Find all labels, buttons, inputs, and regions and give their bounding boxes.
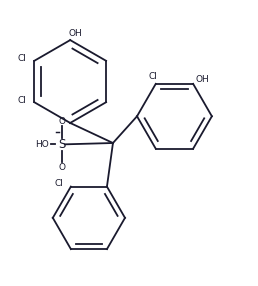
Text: Cl: Cl: [18, 96, 27, 105]
Text: OH: OH: [69, 29, 82, 38]
Text: O: O: [58, 162, 65, 172]
Text: Cl: Cl: [18, 54, 27, 63]
Text: S: S: [58, 138, 65, 151]
Text: O: O: [58, 117, 65, 126]
Text: Cl: Cl: [54, 179, 63, 188]
Text: OH: OH: [196, 75, 209, 84]
Text: HO: HO: [35, 140, 49, 149]
Text: Cl: Cl: [149, 72, 157, 81]
